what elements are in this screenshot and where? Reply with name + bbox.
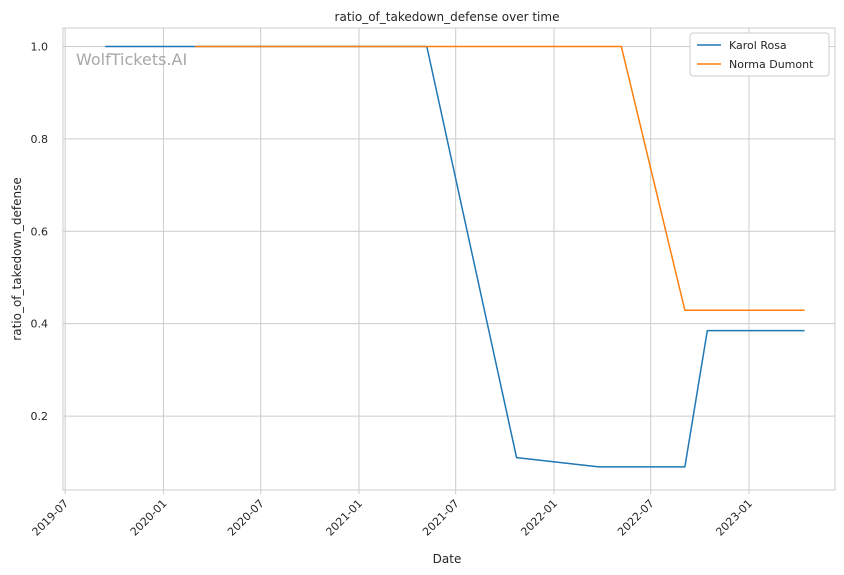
- x-tick-label: 2021-07: [420, 497, 462, 539]
- y-axis-label: ratio_of_takedown_defense: [10, 177, 24, 340]
- y-axis-ticks: 0.2 0.4 0.6 0.8 1.0: [31, 40, 49, 423]
- x-tick-label: 2019-07: [30, 497, 72, 539]
- plot-area: [63, 28, 835, 490]
- x-tick-label: 2023-01: [713, 497, 755, 539]
- y-tick-label: 0.6: [31, 225, 49, 238]
- x-tick-label: 2020-01: [128, 497, 170, 539]
- series-line-norma-dumont: [194, 45, 805, 312]
- watermark: WolfTickets.AI: [76, 50, 187, 69]
- y-tick-label: 0.4: [31, 318, 49, 331]
- x-axis-ticks: 2019-07 2020-01 2020-07 2021-01 2021-07 2022-…: [30, 490, 755, 539]
- y-tick-label: 0.2: [31, 410, 49, 423]
- chart-title: ratio_of_takedown_defense over time: [335, 10, 560, 24]
- y-tick-label: 1.0: [31, 40, 49, 53]
- legend-label-karol-rosa: Karol Rosa: [729, 39, 787, 52]
- x-tick-label: 2021-01: [323, 497, 365, 539]
- x-tick-label: 2022-07: [615, 497, 657, 539]
- x-tick-label: 2020-07: [225, 497, 267, 539]
- x-tick-label: 2022-01: [518, 497, 560, 539]
- series-lines: [105, 45, 805, 468]
- y-tick-label: 0.8: [31, 133, 49, 146]
- x-axis-label: Date: [433, 552, 462, 566]
- legend: Karol Rosa Norma Dumont: [689, 32, 830, 77]
- plot-frame: [62, 27, 836, 491]
- legend-label-norma-dumont: Norma Dumont: [729, 58, 814, 71]
- legend-box: [689, 32, 830, 77]
